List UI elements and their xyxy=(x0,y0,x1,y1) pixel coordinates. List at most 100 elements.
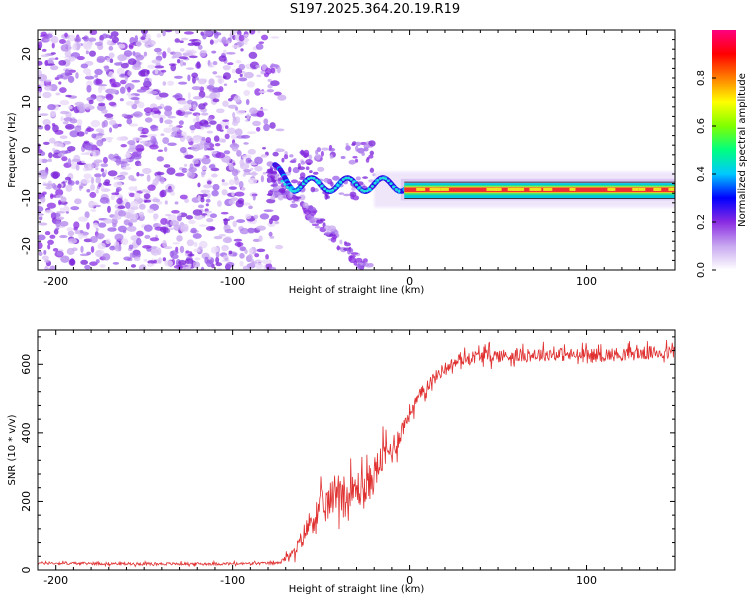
noise-blob xyxy=(90,176,95,185)
noise-blob xyxy=(143,224,153,232)
noise-blob xyxy=(154,67,159,75)
noise-blob xyxy=(201,170,206,176)
noise-blob xyxy=(246,81,255,88)
noise-blob xyxy=(149,237,160,242)
noise-blob xyxy=(123,256,132,261)
noise-blob xyxy=(128,192,136,198)
noise-blob xyxy=(138,70,148,77)
carrier-core xyxy=(368,187,372,191)
noise-blob xyxy=(52,147,56,152)
noise-blob xyxy=(305,166,310,171)
noise-blob xyxy=(119,86,126,94)
noise-blob xyxy=(266,178,271,183)
noise-blob xyxy=(350,193,355,200)
noise-blob xyxy=(218,234,226,237)
noise-blob xyxy=(157,114,166,120)
noise-blob xyxy=(339,239,343,245)
noise-blob xyxy=(274,220,280,225)
noise-blob xyxy=(112,262,120,265)
noise-blob xyxy=(142,245,152,249)
noise-blob xyxy=(289,154,294,158)
noise-blob xyxy=(193,241,198,248)
noise-blob xyxy=(114,176,121,180)
noise-blob xyxy=(221,182,229,186)
noise-blob xyxy=(40,38,50,43)
noise-blob xyxy=(59,39,66,44)
noise-blob xyxy=(159,190,165,198)
noise-blob xyxy=(268,231,273,237)
noise-blob xyxy=(175,172,185,177)
noise-blob xyxy=(162,240,167,248)
noise-blob xyxy=(123,50,133,57)
noise-blob xyxy=(146,174,151,182)
noise-blob xyxy=(247,253,253,261)
noise-blob xyxy=(209,120,217,125)
noise-blob xyxy=(46,63,55,66)
heatmap-plot-area xyxy=(38,30,675,270)
noise-blob xyxy=(127,86,131,93)
noise-blob xyxy=(231,44,240,49)
noise-blob xyxy=(55,92,61,96)
noise-blob xyxy=(121,238,129,245)
noise-blob xyxy=(136,88,147,93)
noise-blob xyxy=(215,251,220,258)
noise-blob xyxy=(232,111,236,119)
noise-blob xyxy=(197,44,203,50)
noise-blob xyxy=(100,163,109,168)
noise-blob xyxy=(355,257,363,264)
noise-blob xyxy=(184,154,194,159)
noise-blob xyxy=(64,176,71,181)
noise-blob xyxy=(263,209,274,212)
noise-blob xyxy=(70,56,76,62)
noise-blob xyxy=(168,227,174,230)
noise-blob xyxy=(124,153,132,159)
noise-blob xyxy=(231,168,239,177)
noise-blob xyxy=(177,81,188,85)
noise-blob xyxy=(96,139,104,147)
noise-blob xyxy=(132,137,141,142)
noise-blob xyxy=(174,201,179,205)
noise-blob xyxy=(221,179,225,183)
noise-blob xyxy=(38,60,43,66)
noise-blob xyxy=(209,62,213,68)
noise-blob xyxy=(174,38,180,43)
noise-blob xyxy=(283,154,289,160)
noise-blob xyxy=(95,167,99,171)
noise-blob xyxy=(271,215,280,222)
noise-blob xyxy=(67,180,75,186)
noise-blob xyxy=(132,64,142,71)
noise-blob xyxy=(319,218,326,222)
noise-blob xyxy=(176,235,183,242)
noise-blob xyxy=(203,30,213,36)
noise-blob xyxy=(90,246,95,253)
noise-blob xyxy=(147,64,156,69)
noise-blob xyxy=(38,91,42,98)
noise-blob xyxy=(270,167,274,174)
noise-blob xyxy=(63,117,73,122)
noise-blob xyxy=(198,103,206,110)
noise-blob xyxy=(234,241,244,247)
noise-blob xyxy=(153,259,157,264)
noise-blob xyxy=(97,242,106,250)
noise-blob xyxy=(169,250,175,258)
noise-blob xyxy=(253,214,259,220)
noise-blob xyxy=(43,141,50,145)
noise-blob xyxy=(198,240,208,249)
carrier-core xyxy=(378,177,382,180)
noise-blob xyxy=(254,253,260,258)
noise-blob xyxy=(159,117,164,124)
noise-blob xyxy=(55,188,64,197)
noise-blob xyxy=(242,265,250,270)
colorbar-tick-label: 0.6 xyxy=(696,118,707,134)
noise-blob xyxy=(272,183,279,187)
noise-blob xyxy=(249,107,258,115)
noise-blob xyxy=(95,259,100,264)
noise-blob xyxy=(60,110,69,115)
noise-blob xyxy=(243,89,251,96)
noise-blob xyxy=(89,201,99,206)
y-axis-label: Frequency (Hz) xyxy=(7,112,18,188)
noise-blob xyxy=(228,179,235,186)
noise-blob xyxy=(117,54,127,62)
noise-blob xyxy=(48,152,53,159)
noise-blob xyxy=(121,163,130,167)
